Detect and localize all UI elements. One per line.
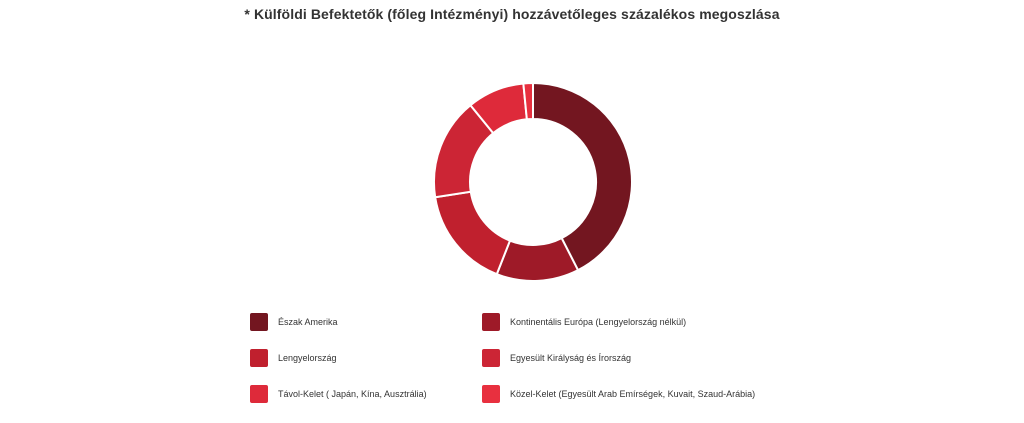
legend-label: Távol-Kelet ( Japán, Kína, Ausztrália) [278, 389, 427, 399]
legend-item-3[interactable]: Lengyelország [250, 348, 482, 368]
legend-swatch [250, 349, 268, 367]
legend-swatch [482, 349, 500, 367]
legend-item-1[interactable]: Észak Amerika [250, 312, 482, 332]
legend-label: Közel-Kelet (Egyesült Arab Emírségek, Ku… [510, 389, 756, 399]
legend-label: Lengyelország [278, 353, 337, 363]
donut-slice-6[interactable] [522, 81, 534, 121]
legend-swatch [250, 313, 268, 331]
donut-slice-3[interactable] [434, 190, 512, 276]
legend-swatch [482, 313, 500, 331]
chart-legend: Észak Amerika Kontinentális Európa (Lengy… [250, 312, 782, 404]
legend-swatch [250, 385, 268, 403]
legend-item-2[interactable]: Kontinentális Európa (Lengyelország nélk… [482, 312, 782, 332]
legend-label: Egyesült Királyság és Írország [510, 353, 632, 363]
legend-swatch [482, 385, 500, 403]
chart-title: * Külföldi Befektetők (főleg Intézményi)… [244, 6, 780, 22]
legend-label: Kontinentális Európa (Lengyelország nélk… [510, 317, 687, 327]
legend-item-5[interactable]: Távol-Kelet ( Japán, Kína, Ausztrália) [250, 384, 482, 404]
donut-slice-1[interactable] [532, 81, 633, 272]
legend-item-4[interactable]: Egyesült Királyság és Írország [482, 348, 782, 368]
legend-label: Észak Amerika [278, 317, 338, 327]
legend-item-6[interactable]: Közel-Kelet (Egyesült Arab Emírségek, Ku… [482, 384, 782, 404]
